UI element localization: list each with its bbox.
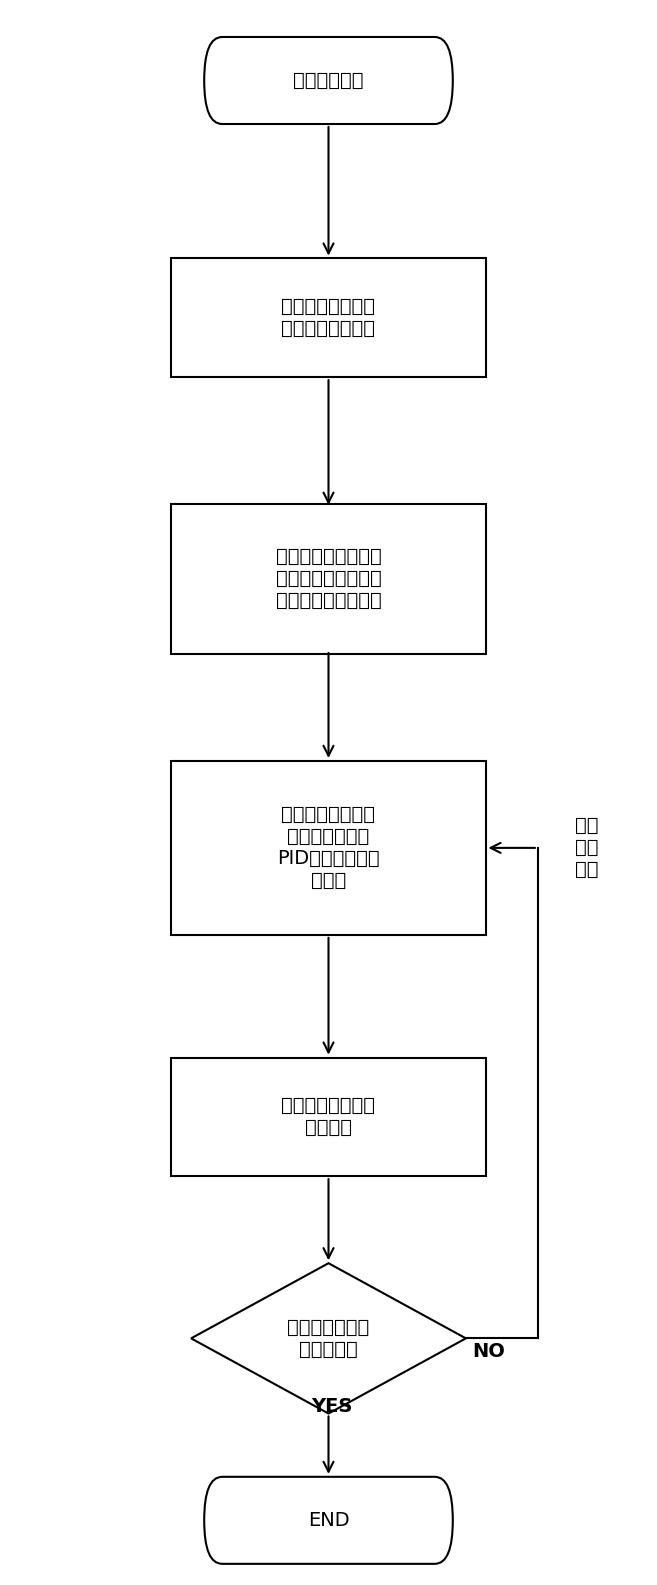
Bar xyxy=(171,1057,486,1176)
Polygon shape xyxy=(191,1263,466,1414)
Bar xyxy=(171,504,486,655)
Text: NO: NO xyxy=(472,1341,505,1360)
Text: 信号数模转换并进
行转速计算并滤波: 信号数模转换并进 行转速计算并滤波 xyxy=(281,298,376,338)
Text: YES: YES xyxy=(311,1396,352,1415)
FancyBboxPatch shape xyxy=(204,36,453,124)
Text: 利用目标值与实际
速比值通过模糊
PID逐渐改变目标
速比值: 利用目标值与实际 速比值通过模糊 PID逐渐改变目标 速比值 xyxy=(277,805,380,891)
Bar xyxy=(171,258,486,377)
Text: 反馈
实际
速比: 反馈 实际 速比 xyxy=(575,816,599,880)
Text: 实际速比是否达
到目标速比: 实际速比是否达 到目标速比 xyxy=(287,1317,370,1358)
FancyBboxPatch shape xyxy=(204,1477,453,1564)
Text: 根据发动机转速和节
气门开度、制动、档
位信号计算出目标值: 根据发动机转速和节 气门开度、制动、档 位信号计算出目标值 xyxy=(276,547,381,610)
Text: 实际速比不断靠近
目标速比: 实际速比不断靠近 目标速比 xyxy=(281,1097,376,1138)
Text: 各传感器信号: 各传感器信号 xyxy=(293,71,364,90)
Text: END: END xyxy=(307,1511,350,1530)
Bar xyxy=(171,761,486,935)
